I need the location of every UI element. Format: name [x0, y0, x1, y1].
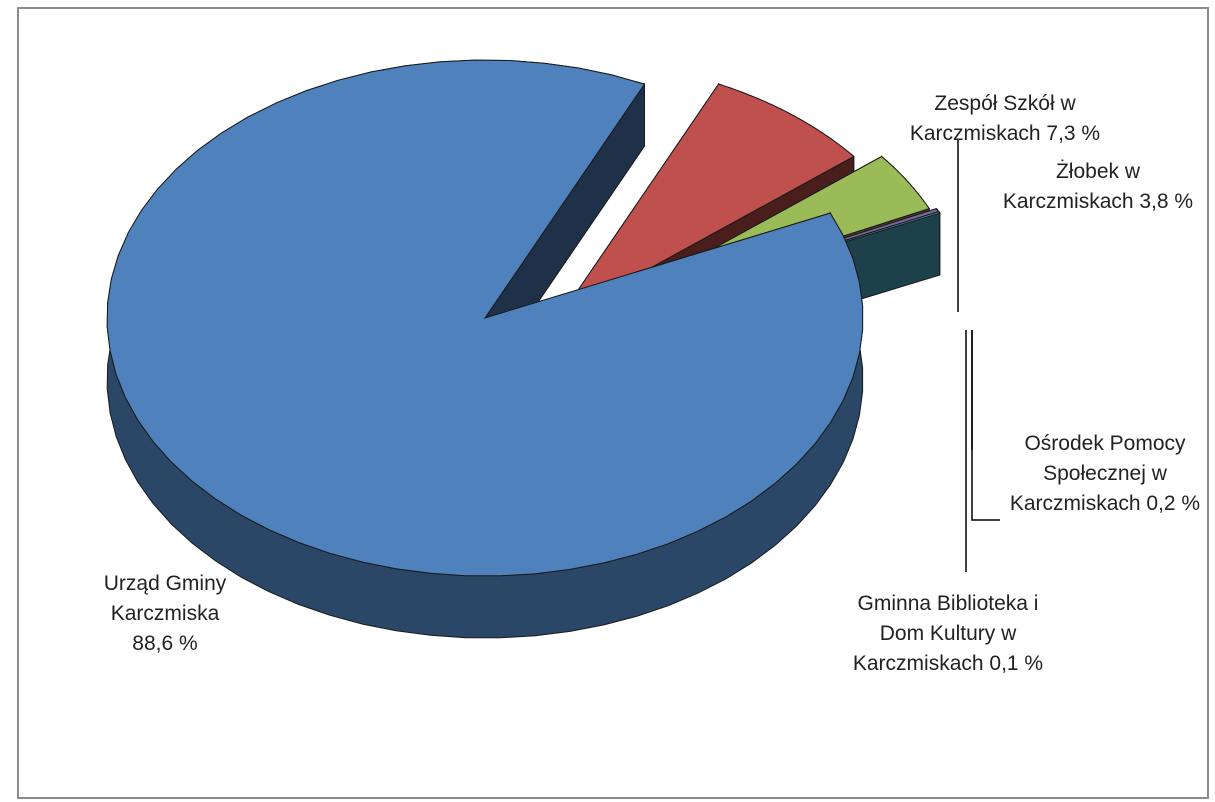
slice-label-5: Gminna Biblioteka i Dom Kultury w Karczmis…: [853, 592, 1043, 675]
slice-label-2-line-1: Zespół Szkół w: [934, 92, 1076, 115]
slice-label-3-line-2: Karczmiskach 3,8 %: [1003, 190, 1193, 213]
slice-label-1-line-1: Urząd Gminy: [104, 572, 227, 595]
slice-label-1: Urząd Gminy Karczmiska 88,6 %: [104, 572, 227, 655]
pie-slices: [106, 59, 941, 639]
slice-label-4-line-2: Społecznej w: [1043, 462, 1168, 485]
leader-line-3: [971, 330, 1000, 521]
slice-label-4-line-1: Ośrodek Pomocy: [1024, 432, 1186, 455]
slice-label-3-line-1: Żłobek w: [1056, 160, 1141, 183]
slice-label-4: Ośrodek Pomocy Społecznej w Karczmiskach 0…: [1010, 432, 1200, 515]
label-leaders: [957, 140, 1000, 572]
pie-slice-1: [106, 59, 864, 577]
slice-label-2: Zespół Szkół w Karczmiskach 7,3 %: [910, 92, 1100, 145]
slice-label-5-line-1: Gminna Biblioteka i: [858, 592, 1039, 615]
slice-labels: Urząd Gminy Karczmiska 88,6 % Zespół Szkół …: [104, 92, 1200, 675]
slice-label-1-line-2: Karczmiska: [111, 602, 220, 625]
pie-slice-2: [558, 83, 855, 319]
slice-label-4-line-3: Karczmiskach 0,2 %: [1010, 492, 1200, 515]
slice-label-1-line-3: 88,6 %: [132, 632, 197, 655]
slice-label-2-line-2: Karczmiskach 7,3 %: [910, 122, 1100, 145]
slice-label-3: Żłobek w Karczmiskach 3,8 %: [1003, 160, 1193, 213]
slice-label-5-line-2: Dom Kultury w: [880, 622, 1017, 645]
slice-label-5-line-3: Karczmiskach 0,1 %: [853, 652, 1043, 675]
